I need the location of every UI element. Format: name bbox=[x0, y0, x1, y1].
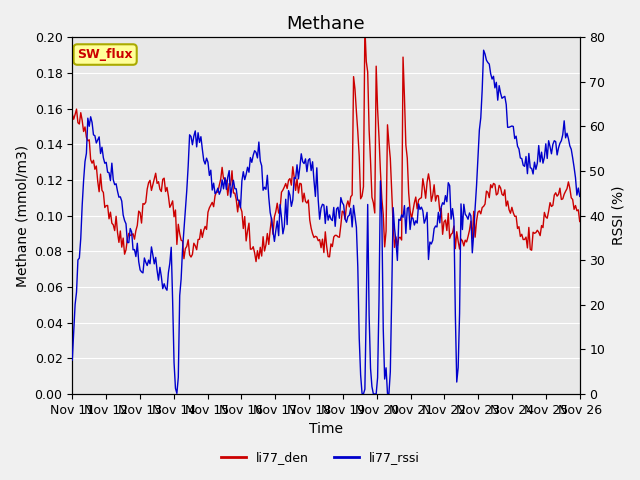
Legend: li77_den, li77_rssi: li77_den, li77_rssi bbox=[216, 446, 424, 469]
Title: Methane: Methane bbox=[287, 15, 365, 33]
Text: SW_flux: SW_flux bbox=[77, 48, 133, 61]
X-axis label: Time: Time bbox=[309, 422, 343, 436]
Y-axis label: RSSI (%): RSSI (%) bbox=[611, 186, 625, 245]
Y-axis label: Methane (mmol/m3): Methane (mmol/m3) bbox=[15, 144, 29, 287]
